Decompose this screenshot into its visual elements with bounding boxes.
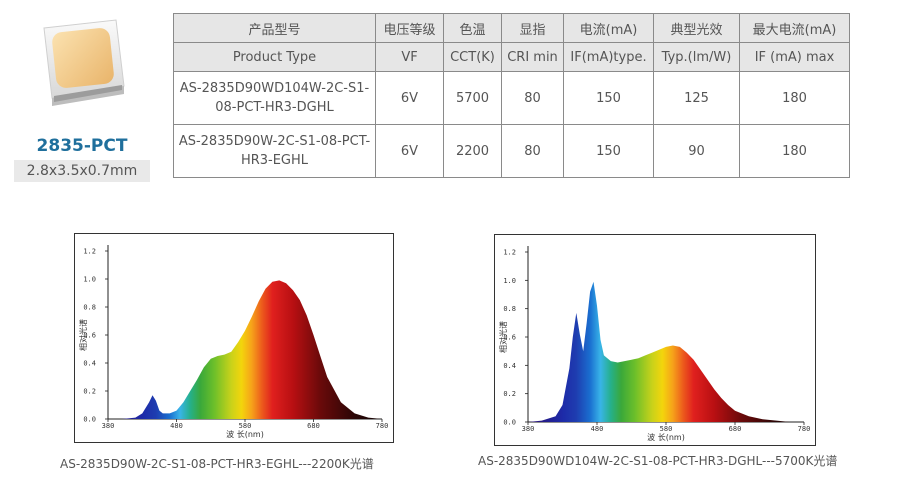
x-tick-label: 580 — [660, 425, 673, 433]
product-dimensions: 2.8x3.5x0.7mm — [14, 160, 150, 182]
header-cell: Typ.(lm/W) — [653, 42, 740, 72]
x-tick-label: 480 — [591, 425, 604, 433]
led-package-image — [43, 19, 125, 106]
x-tick-label: 580 — [239, 422, 252, 430]
chart-caption: AS-2835D90W-2C-S1-08-PCT-HR3-EGHL---2200… — [60, 457, 374, 471]
cri-cell: 80 — [501, 71, 564, 125]
cri-cell: 80 — [501, 124, 564, 178]
y-tick-label: 0.4 — [503, 362, 516, 370]
y-tick-label: 1.2 — [503, 249, 516, 257]
y-axis-label: 相对光谱 — [78, 319, 88, 351]
spectrum-chart-svg: 0.0 0.2 0.4 0.6 0.8 1.0 1.2 380 480 580 680 780 波 长(… — [494, 234, 816, 446]
x-axis-label: 波 长(nm) — [226, 429, 264, 439]
header-cell: 电流(mA) — [563, 13, 654, 43]
chart-caption: AS-2835D90WD104W-2C-S1-08-PCT-HR3-DGHL--… — [478, 454, 838, 468]
efficacy-cell: 125 — [653, 71, 740, 125]
spectrum-chart-2200k: 0.0 0.2 0.4 0.6 0.8 1.0 1.2 380 480 580 680 780 波 长(… — [74, 233, 394, 443]
if-typ-cell: 150 — [563, 71, 654, 125]
header-row-en: Product Type VF CCT(K) CRI min IF(mA)typ… — [173, 42, 850, 72]
spec-table: 产品型号 电压等级 色温 显指 电流(mA) 典型光效 最大电流(mA) Pro… — [173, 13, 850, 178]
y-tick-label: 0.0 — [503, 419, 516, 427]
if-max-cell: 180 — [739, 124, 850, 178]
vf-cell: 6V — [375, 124, 444, 178]
header-cell: CCT(K) — [443, 42, 502, 72]
header-cell: 电压等级 — [375, 13, 444, 43]
y-tick-label: 0.6 — [83, 332, 96, 340]
x-tick-label: 380 — [102, 422, 115, 430]
y-tick-label: 0.8 — [83, 304, 96, 312]
header-row-cn: 产品型号 电压等级 色温 显指 电流(mA) 典型光效 最大电流(mA) — [173, 13, 850, 43]
x-tick-label: 680 — [307, 422, 320, 430]
cct-cell: 5700 — [443, 71, 502, 125]
header-cell: IF(mA)type. — [563, 42, 654, 72]
y-tick-label: 1.0 — [83, 276, 96, 284]
product-type-cell: AS-2835D90WD104W-2C-S1-08-PCT-HR3-DGHL — [173, 71, 376, 125]
header-cell: VF — [375, 42, 444, 72]
header-cell: 产品型号 — [173, 13, 376, 43]
if-max-cell: 180 — [739, 71, 850, 125]
x-tick-label: 780 — [798, 425, 811, 433]
table-row: AS-2835D90WD104W-2C-S1-08-PCT-HR3-DGHL 6… — [173, 71, 850, 125]
y-tick-label: 0.2 — [503, 390, 516, 398]
x-axis-label: 波 长(nm) — [647, 432, 685, 442]
spectrum-area — [528, 281, 804, 422]
y-tick-label: 0.8 — [503, 305, 516, 313]
header-cell: CRI min — [501, 42, 564, 72]
header-cell: 典型光效 — [653, 13, 740, 43]
efficacy-cell: 90 — [653, 124, 740, 178]
table-row: AS-2835D90W-2C-S1-08-PCT-HR3-EGHL 6V 220… — [173, 124, 850, 178]
x-tick-label: 380 — [522, 425, 535, 433]
cct-cell: 2200 — [443, 124, 502, 178]
header-cell: 最大电流(mA) — [739, 13, 850, 43]
y-tick-label: 0.6 — [503, 334, 516, 342]
header-cell: Product Type — [173, 42, 376, 72]
y-tick-label: 0.2 — [83, 388, 96, 396]
product-type-cell: AS-2835D90W-2C-S1-08-PCT-HR3-EGHL — [173, 124, 376, 178]
header-cell: IF (mA) max — [739, 42, 850, 72]
y-axis-label: 相对光谱 — [498, 321, 508, 353]
if-typ-cell: 150 — [563, 124, 654, 178]
spectrum-chart-svg: 0.0 0.2 0.4 0.6 0.8 1.0 1.2 380 480 580 680 780 波 长(… — [74, 233, 394, 443]
y-tick-label: 1.0 — [503, 277, 516, 285]
y-tick-label: 0.0 — [83, 416, 96, 424]
product-name: 2835-PCT — [36, 136, 128, 156]
y-tick-label: 0.4 — [83, 360, 96, 368]
header-cell: 色温 — [443, 13, 502, 43]
x-tick-label: 480 — [170, 422, 183, 430]
spectrum-chart-5700k: 0.0 0.2 0.4 0.6 0.8 1.0 1.2 380 480 580 680 780 波 长(… — [494, 234, 816, 446]
x-tick-label: 780 — [376, 422, 389, 430]
vf-cell: 6V — [375, 71, 444, 125]
product-card: 2835-PCT 2.8x3.5x0.7mm — [12, 8, 152, 182]
y-tick-label: 1.2 — [83, 248, 96, 256]
x-tick-label: 680 — [729, 425, 742, 433]
header-cell: 显指 — [501, 13, 564, 43]
spectrum-area — [108, 280, 382, 419]
